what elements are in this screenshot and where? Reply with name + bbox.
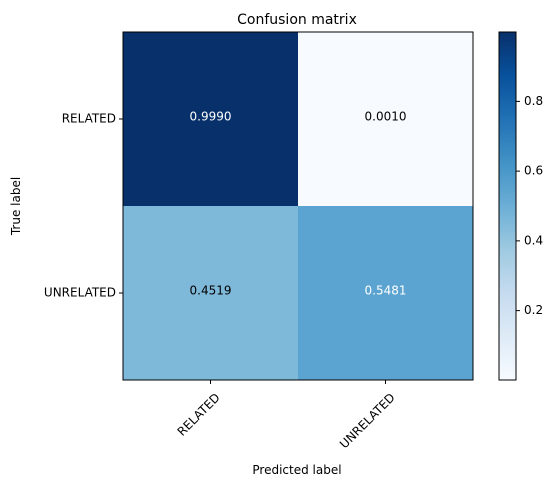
matrix-cell — [298, 32, 473, 206]
x-tick-label: RELATED — [175, 390, 223, 438]
cell-value-label: 0.9990 — [190, 110, 232, 124]
chart-title: Confusion matrix — [237, 12, 357, 28]
plot-frame — [122, 31, 474, 381]
matrix-cell — [123, 32, 298, 206]
matrix-cells: 0.9990 0.0010 0.4519 0.5481 — [123, 32, 473, 380]
colorbar-tick-label: 0.4 — [524, 233, 543, 247]
matrix-cell — [123, 206, 298, 380]
y-tick-label: RELATED — [62, 112, 116, 126]
cell-value-label: 0.4519 — [190, 284, 232, 298]
colorbar-tick-label: 0.6 — [524, 164, 543, 178]
colorbar-tick-label: 0.2 — [524, 303, 543, 317]
colorbar-tick-label: 0.8 — [524, 94, 543, 108]
cell-value-label: 0.0010 — [365, 110, 407, 124]
colorbar — [498, 31, 517, 381]
cell-value-label: 0.5481 — [365, 284, 407, 298]
x-axis-label: Predicted label — [252, 463, 341, 477]
y-axis-label: True label — [9, 177, 23, 236]
matrix-cell — [298, 206, 473, 380]
colorbar-ticks: 0.2 0.4 0.6 0.8 — [516, 94, 543, 317]
y-tick-label: UNRELATED — [44, 286, 116, 300]
x-tick-label: UNRELATED — [337, 390, 398, 451]
